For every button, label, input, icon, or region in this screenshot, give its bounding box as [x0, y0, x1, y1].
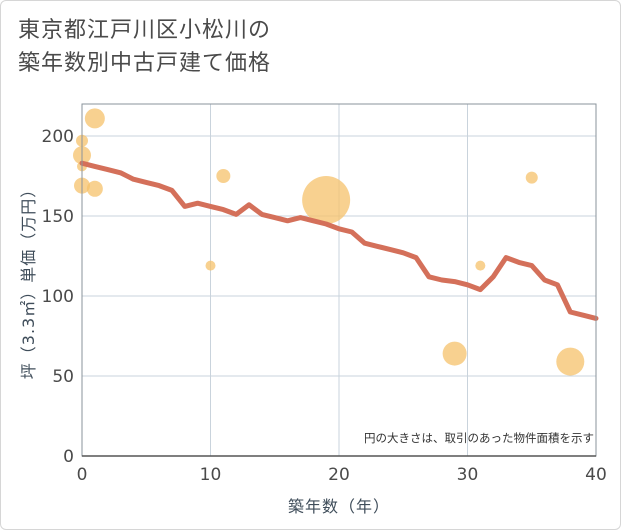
chart-title: 東京都江戸川区小松川の 築年数別中古戸建て価格 [18, 14, 271, 80]
y-tick-label: 200 [42, 127, 74, 147]
average-price-line [79, 160, 599, 321]
y-tick-label: 100 [42, 287, 74, 307]
y-tick-label: 50 [52, 367, 74, 387]
transaction-bubble [84, 108, 105, 129]
x-tick-label: 30 [457, 465, 479, 485]
x-tick-label: 0 [77, 465, 88, 485]
x-tick-label: 20 [328, 465, 350, 485]
x-axis-title: 築年数（年） [288, 497, 390, 516]
y-tick-label: 0 [63, 447, 74, 467]
transaction-bubble [86, 180, 103, 197]
transaction-bubble [525, 171, 538, 184]
axes [81, 103, 597, 457]
title-line-2: 築年数別中古戸建て価格 [18, 51, 272, 76]
title-line-1: 東京都江戸川区小松川の [18, 18, 272, 43]
x-tick-label: 40 [585, 465, 607, 485]
x-tick-label: 10 [200, 465, 222, 485]
transaction-bubble [302, 176, 351, 224]
bubble-size-note: 円の大きさは、取引のあった物件面積を示す [364, 431, 594, 445]
y-axis-title: 坪（3.3㎡）単価（万円） [19, 181, 38, 379]
y-tick-label: 150 [42, 207, 74, 227]
transaction-bubble [205, 260, 216, 271]
transaction-bubble [216, 169, 231, 183]
tick-labels: 0 10 20 30 40 0 50 100 150 200 [42, 127, 607, 485]
transaction-bubble [475, 260, 486, 271]
transaction-bubble [442, 341, 467, 366]
transaction-bubble [556, 347, 585, 376]
